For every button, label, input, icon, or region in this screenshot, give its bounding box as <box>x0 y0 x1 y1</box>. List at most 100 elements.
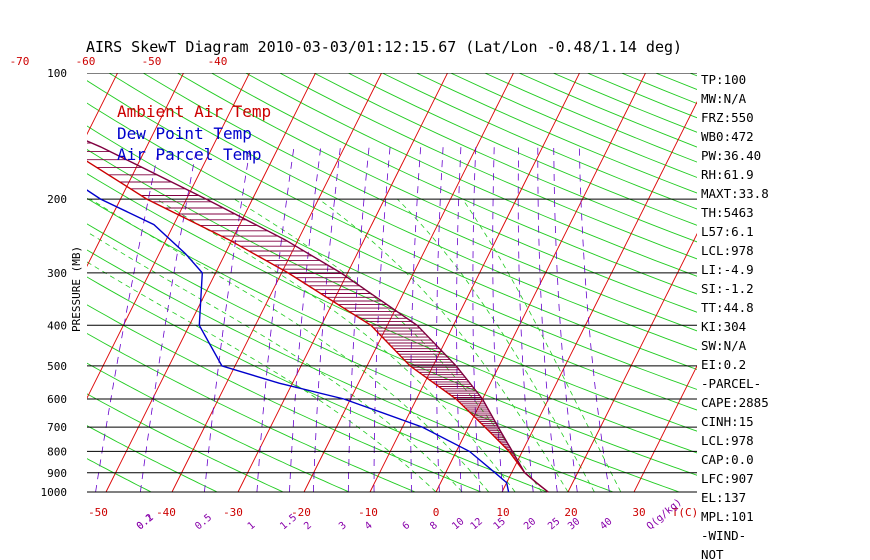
isotherm-line <box>0 8 18 492</box>
mixing-ratio-tick-label: 10 <box>450 516 466 532</box>
stat-line: MPL:101 <box>701 509 754 524</box>
dry-adiabat-line <box>416 73 697 194</box>
pressure-tick-label: 700 <box>47 421 67 434</box>
mixing-ratio-line <box>436 146 444 493</box>
stat-line: TT:44.8 <box>701 300 754 315</box>
bottom-temp-tick-label: -30 <box>223 506 243 519</box>
pressure-tick-label: 400 <box>47 319 67 332</box>
mixing-ratio-line <box>517 146 534 493</box>
bottom-temp-tick-label: -40 <box>156 506 176 519</box>
dry-adiabat-line <box>87 173 697 454</box>
mixing-ratio-line <box>537 146 558 493</box>
isotherm-line <box>633 365 697 493</box>
stat-line: CINH:15 <box>701 414 754 429</box>
stat-line: RH:61.9 <box>701 167 754 182</box>
pressure-tick-label: 1000 <box>41 486 68 499</box>
dry-adiabat-line <box>279 73 697 260</box>
bottom-temp-tick-label: T(C) <box>672 506 699 519</box>
dry-adiabat-line <box>87 425 218 493</box>
pressure-tick-label: 800 <box>47 445 67 458</box>
mixing-ratio-line <box>347 146 370 493</box>
y-axis-label: PRESSURE (MB) <box>70 246 83 332</box>
dry-adiabat-line <box>87 249 614 493</box>
legend-air-parcel-temp: Air Parcel Temp <box>117 145 262 164</box>
mixing-ratio-line <box>410 146 422 493</box>
top-temp-tick-label: -40 <box>208 55 228 68</box>
stat-line: TH:5463 <box>701 205 754 220</box>
dry-adiabat-line <box>87 149 697 432</box>
mixing-ratio-line <box>472 146 481 493</box>
dry-adiabat-line <box>87 458 152 493</box>
dry-adiabat-line <box>87 332 416 493</box>
dry-adiabat-line <box>382 73 697 210</box>
dry-adiabat-line <box>313 73 697 243</box>
stat-line: EL:137 <box>701 490 746 505</box>
mixing-ratio-line <box>553 146 578 493</box>
dry-adiabat-line <box>87 125 697 411</box>
mixing-ratio-tick-label: 8 <box>428 520 440 532</box>
bottom-temp-tick-label: 10 <box>496 506 509 519</box>
mixing-ratio-line <box>95 146 160 493</box>
stat-line: TP:100 <box>701 72 746 87</box>
bottom-temp-tick-label: -50 <box>88 506 108 519</box>
isotherm-line <box>237 73 449 493</box>
top-temp-tick-label: -60 <box>76 55 96 68</box>
top-temp-tick-label: -50 <box>142 55 162 68</box>
stat-line: CAPE:2885 <box>701 395 769 410</box>
isotherm-line <box>87 73 251 400</box>
isotherm-line <box>105 73 317 493</box>
dry-adiabat-line <box>484 73 697 163</box>
stat-line: NOT <box>701 547 724 560</box>
bottom-temp-tick-label: 0 <box>433 506 440 519</box>
isotherm-line <box>303 73 515 493</box>
moist-adiabat-line <box>397 198 595 493</box>
isotherm-line <box>567 233 697 493</box>
pressure-tick-label: 900 <box>47 467 67 480</box>
mixing-ratio-line <box>140 146 198 493</box>
stat-line: MAXT:33.8 <box>701 186 769 201</box>
dry-adiabat-line <box>177 73 697 313</box>
mixing-ratio-tick-label: 12 <box>469 516 485 532</box>
mixing-ratio-tick-label: 40 <box>598 516 614 532</box>
stat-line: LI:-4.9 <box>701 262 754 277</box>
dry-adiabat-line <box>87 304 482 493</box>
mixing-ratio-line <box>204 146 251 493</box>
legend-dew-point-temp: Dew Point Temp <box>117 124 252 143</box>
moist-adiabat-line <box>87 261 437 493</box>
mixing-ratio-line <box>578 146 610 493</box>
stat-line: LCL:978 <box>701 243 754 258</box>
stat-line: LFC:907 <box>701 471 754 486</box>
stat-line: WB0:472 <box>701 129 754 144</box>
pressure-tick-label: 600 <box>47 393 67 406</box>
isotherm-line <box>87 73 119 136</box>
label-layer: 1002003004005006007008009001000-120-110-… <box>10 55 769 560</box>
stat-line: L57:6.1 <box>701 224 754 239</box>
pressure-tick-label: 500 <box>47 360 67 373</box>
top-temp-tick-label: -70 <box>10 55 30 68</box>
mixing-ratio-tick-label: 25 <box>546 516 562 532</box>
stat-line: -PARCEL- <box>701 376 761 391</box>
mixing-ratio-line <box>256 146 295 493</box>
chart-title: AIRS SkewT Diagram 2010-03-03/01:12:15.6… <box>86 38 682 56</box>
dry-adiabat-line <box>655 73 697 91</box>
dry-adiabat-line <box>87 276 548 493</box>
legend: Ambient Air Temp Dew Point Temp Air Parc… <box>117 102 271 164</box>
mixing-ratio-line <box>456 146 462 493</box>
stat-line: EI:0.2 <box>701 357 746 372</box>
isotherm-line <box>171 73 383 493</box>
dry-adiabat-line <box>87 197 697 476</box>
stat-line: FRZ:550 <box>701 110 754 125</box>
stat-line: PW:36.40 <box>701 148 761 163</box>
legend-ambient-air-temp: Ambient Air Temp <box>117 102 271 121</box>
dry-adiabat-line <box>87 223 680 493</box>
moist-adiabat-line <box>87 231 463 493</box>
mixing-ratio-tick-label: 2 <box>302 520 314 532</box>
mixing-ratio-tick-label: 20 <box>522 516 538 532</box>
mixing-ratio-tick-label: 4 <box>363 520 375 532</box>
bottom-temp-tick-label: -20 <box>291 506 311 519</box>
mixing-ratio-line <box>492 146 504 493</box>
bottom-temp-tick-label: -10 <box>358 506 378 519</box>
mixing-ratio-tick-label: 3 <box>337 520 349 532</box>
stat-line: SW:N/A <box>701 338 747 353</box>
